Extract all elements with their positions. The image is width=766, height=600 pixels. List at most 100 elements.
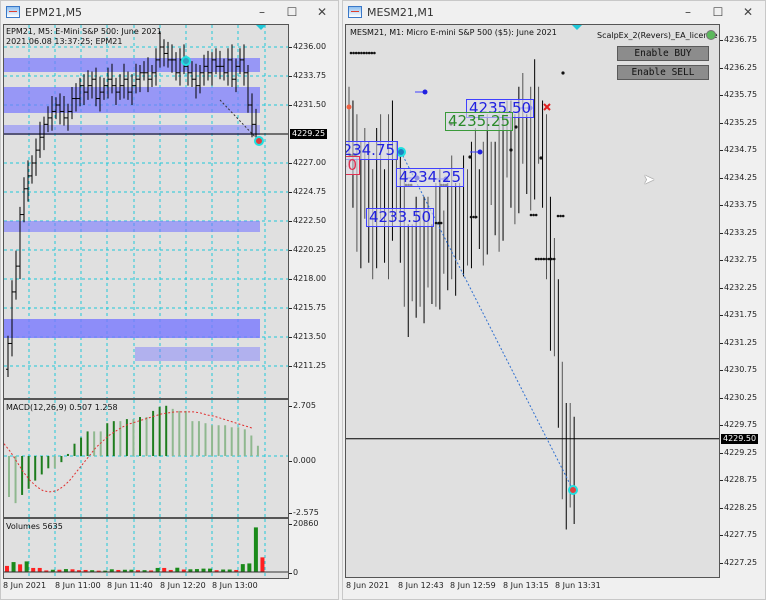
- panel-divider[interactable]: [4, 517, 288, 519]
- maximize-button[interactable]: ☐: [712, 5, 724, 19]
- volume-bar: [83, 569, 88, 572]
- price-tick: 4220.25: [288, 245, 327, 255]
- price-tick: 4231.50: [288, 100, 327, 109]
- volume-panel[interactable]: [4, 519, 288, 578]
- chart-header-symbol: MESM21, M1: Micro E-mini S&P 500 ($5): J…: [350, 28, 557, 37]
- shift-marker-icon: [256, 25, 266, 30]
- volume-bar: [188, 569, 193, 572]
- level-dot: [434, 221, 438, 225]
- mouse-cursor-icon: ➤: [643, 172, 655, 188]
- close-button[interactable]: ✕: [742, 5, 754, 19]
- volume-bar: [181, 569, 186, 572]
- level-dot: [537, 257, 540, 261]
- macd-zero: 0.000: [289, 456, 316, 465]
- volume-bar: [90, 570, 95, 572]
- volume-bar: [175, 567, 180, 572]
- volume-bar: [37, 567, 42, 572]
- volume-bar: [168, 569, 173, 572]
- price-tick: 4227.25: [719, 557, 758, 567]
- volume-max: 20860: [288, 519, 319, 528]
- left-price-chart[interactable]: [4, 25, 288, 398]
- trade-marker: [254, 136, 264, 146]
- price-tick: 4233.75: [719, 200, 758, 209]
- volume-bar: [57, 569, 62, 572]
- price-tick: 4231.25: [719, 337, 758, 347]
- level-dot: [472, 215, 475, 219]
- left-chart-frame[interactable]: [3, 24, 289, 579]
- volumes-label: Volumes 5635: [6, 522, 63, 531]
- price-tick: 4235.75: [719, 90, 758, 99]
- zone-band: [4, 125, 260, 135]
- time-label: 8 Jun 12:20: [160, 581, 206, 590]
- volume-bar: [227, 569, 232, 572]
- maximize-button[interactable]: ☐: [286, 5, 298, 19]
- volume-bar: [18, 564, 23, 572]
- price-tick: 4229.25: [719, 447, 758, 457]
- volume-bar: [103, 570, 108, 572]
- time-label: 8 Jun 13:00: [212, 581, 258, 590]
- enable-sell-button[interactable]: Enable SELL: [617, 65, 709, 80]
- price-tick: 4228.25: [719, 502, 758, 512]
- zone-band: [4, 221, 260, 232]
- time-label: 8 Jun 12:43: [398, 581, 444, 590]
- level-dot: [367, 51, 371, 55]
- volume-bar: [208, 568, 213, 572]
- chart-window-icon: [6, 6, 20, 18]
- level-dot: [545, 257, 548, 261]
- close-button[interactable]: ✕: [316, 5, 328, 19]
- zone-band: [135, 347, 260, 361]
- panel-divider[interactable]: [4, 398, 288, 400]
- volume-bar: [149, 570, 154, 572]
- price-tick: 4233.75: [288, 71, 327, 80]
- level-dot: [354, 51, 358, 55]
- price-tick: 4227.75: [719, 530, 758, 539]
- volume-bar: [5, 565, 9, 572]
- label-anchor-dot: [477, 149, 483, 155]
- price-label-4234-75[interactable]: 4234.75: [346, 141, 399, 160]
- level-dot: [370, 51, 374, 55]
- exit-marker-icon: [568, 485, 578, 495]
- price-tick: 4231.75: [719, 310, 758, 319]
- level-dot: [552, 257, 556, 261]
- entry-marker-icon: [396, 147, 406, 157]
- macd-panel[interactable]: [4, 400, 288, 517]
- level-dot: [534, 213, 538, 217]
- chart-header-time: 2021.06.08 13:37:25; EPM21: [6, 37, 123, 46]
- time-label: 8 Jun 11:00: [55, 581, 101, 590]
- trade-line: [219, 99, 260, 142]
- price-tick: 4218.00: [288, 274, 327, 284]
- level-dot: [539, 257, 543, 261]
- zone-band: [4, 58, 260, 72]
- level-dot: [352, 51, 355, 55]
- macd-signal-line: [4, 411, 254, 493]
- volume-bar: [221, 569, 226, 572]
- price-tick: 4232.75: [719, 255, 758, 264]
- price-label-4233-50[interactable]: 4233.50: [366, 208, 435, 227]
- volume-bar: [11, 562, 16, 572]
- signal-dot: [468, 155, 472, 159]
- price-label-4234-25[interactable]: 4234.25: [396, 168, 465, 187]
- signal-dot: [539, 156, 543, 160]
- time-label: 8 Jun 13:15: [503, 581, 549, 590]
- enable-buy-button[interactable]: Enable BUY: [617, 46, 709, 61]
- volume-bar: [136, 570, 140, 572]
- title-bar: EPM21,M5: [1, 1, 338, 23]
- level-dot: [547, 257, 551, 261]
- shift-marker-icon: [572, 25, 582, 30]
- trade-marker: [181, 56, 191, 66]
- price-label-4235-25[interactable]: 4235.25: [445, 112, 514, 131]
- volume-bar: [129, 569, 134, 572]
- price-tick: 4222.50: [288, 216, 327, 225]
- right-price-chart[interactable]: [346, 25, 719, 577]
- volume-bar: [122, 569, 127, 572]
- volume-bar: [24, 561, 29, 572]
- level-dot: [357, 51, 361, 55]
- volume-bar: [96, 570, 101, 572]
- level-dot: [474, 215, 478, 219]
- price-label-partial[interactable]: 50: [346, 156, 361, 175]
- minimize-button[interactable]: –: [259, 5, 265, 19]
- volume-bar: [214, 570, 219, 572]
- minimize-button[interactable]: –: [685, 5, 691, 19]
- level-dot: [534, 257, 538, 261]
- macd-max: 2.705: [289, 401, 316, 410]
